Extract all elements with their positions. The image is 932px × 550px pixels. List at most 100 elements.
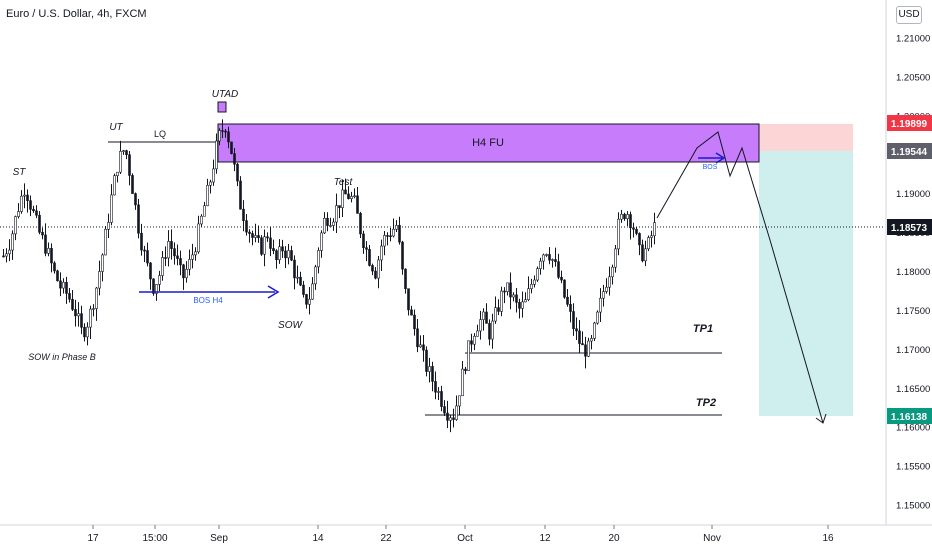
candle-body bbox=[464, 368, 467, 371]
target-tag-text: 1.16138 bbox=[891, 412, 928, 423]
target-tag bbox=[887, 408, 932, 424]
candle-body bbox=[590, 338, 593, 342]
time-tick-label: Oct bbox=[457, 533, 473, 544]
candle-body bbox=[539, 260, 542, 269]
candle-body bbox=[290, 250, 293, 261]
candle-body bbox=[650, 235, 653, 238]
bos-label: BOS bbox=[703, 164, 718, 171]
candle-body bbox=[641, 244, 644, 262]
bos-h4-arrowhead bbox=[267, 285, 280, 299]
candle-body bbox=[83, 326, 86, 338]
candle-body bbox=[311, 283, 314, 300]
time-tick-label: 14 bbox=[312, 533, 324, 544]
candle-body bbox=[140, 232, 143, 251]
candle-body bbox=[428, 366, 431, 372]
candle-body bbox=[131, 175, 134, 194]
candle-body bbox=[68, 293, 71, 300]
candle-body bbox=[443, 406, 446, 414]
candle-body bbox=[119, 151, 122, 173]
candle-body bbox=[179, 258, 182, 266]
candle-body bbox=[440, 391, 443, 407]
candle-body bbox=[74, 309, 77, 317]
candle-body bbox=[134, 193, 137, 206]
candle-body bbox=[296, 276, 299, 279]
candle-body bbox=[611, 266, 614, 278]
price-tick-label: 1.16500 bbox=[896, 384, 930, 395]
stop-tag bbox=[887, 115, 932, 131]
candle-body bbox=[80, 313, 83, 328]
candle-body bbox=[218, 130, 221, 142]
candle-body bbox=[380, 245, 383, 261]
candle-body bbox=[347, 193, 350, 199]
candle-body bbox=[191, 254, 194, 260]
candle-body bbox=[623, 213, 626, 219]
candle-body bbox=[569, 304, 572, 312]
candle-body bbox=[41, 231, 44, 236]
candle-body bbox=[653, 222, 656, 237]
price-tick-label: 1.19000 bbox=[896, 189, 930, 200]
candle-body bbox=[92, 308, 95, 310]
candle-body bbox=[635, 228, 638, 234]
candle-body bbox=[458, 395, 461, 407]
candle-body bbox=[278, 246, 281, 261]
candle-body bbox=[35, 210, 38, 216]
candle-body bbox=[473, 335, 476, 345]
candle-body bbox=[419, 344, 422, 348]
candle-body bbox=[416, 328, 419, 348]
tp1-label: TP1 bbox=[693, 323, 713, 335]
currency-button[interactable]: USD bbox=[896, 6, 922, 24]
candle-body bbox=[224, 130, 227, 133]
candle-body bbox=[110, 194, 113, 223]
candle-body bbox=[566, 296, 569, 305]
candle-body bbox=[335, 205, 338, 223]
candle-body bbox=[29, 200, 32, 210]
candle-body bbox=[89, 308, 92, 328]
candle-body bbox=[455, 405, 458, 420]
candle-body bbox=[287, 250, 290, 259]
candle-body bbox=[332, 221, 335, 226]
candle-body bbox=[320, 232, 323, 251]
candle-body bbox=[305, 294, 308, 305]
entry-tag-text: 1.19544 bbox=[891, 147, 928, 158]
candle-body bbox=[62, 281, 65, 289]
candle-body bbox=[20, 195, 23, 212]
candle-body bbox=[329, 225, 332, 227]
time-tick-label: Sep bbox=[210, 533, 228, 544]
candle-body bbox=[617, 218, 620, 250]
candle-body bbox=[434, 381, 437, 393]
time-axis-ticks: 17 15:00 Sep 14 22 Oct 12 20 Nov 16 bbox=[87, 525, 834, 544]
projected-path bbox=[656, 131, 824, 424]
candle-body bbox=[281, 246, 284, 252]
candle-body bbox=[365, 247, 368, 250]
candle-body bbox=[371, 265, 374, 272]
candle-body bbox=[515, 294, 518, 303]
candle-body bbox=[626, 214, 629, 219]
candle-body bbox=[158, 275, 161, 285]
candle-body bbox=[344, 189, 347, 195]
candle-body bbox=[527, 288, 530, 300]
candle-body bbox=[614, 248, 617, 268]
candle-body bbox=[470, 340, 473, 345]
candle-body bbox=[491, 320, 494, 340]
price-tick-label: 1.21000 bbox=[896, 34, 930, 45]
candle-body bbox=[506, 282, 509, 292]
take-profit-zone bbox=[759, 151, 853, 416]
price-axis-ticks: 1.21000 1.20500 1.20000 1.19500 1.19000 1.185… bbox=[896, 34, 930, 512]
candle-body bbox=[197, 223, 200, 253]
candle-body bbox=[2, 255, 5, 258]
time-tick-label: 22 bbox=[380, 533, 392, 544]
price-tick-label: 1.18500 bbox=[896, 228, 930, 239]
candle-body bbox=[266, 236, 269, 239]
candle-body bbox=[260, 237, 263, 255]
candle-body bbox=[242, 208, 245, 221]
candles-group bbox=[2, 119, 656, 433]
stop-tag-text: 1.19899 bbox=[891, 119, 928, 130]
candle-body bbox=[275, 250, 278, 261]
candle-body bbox=[389, 235, 392, 237]
candle-body bbox=[425, 349, 428, 372]
candle-body bbox=[497, 307, 500, 312]
stop-loss-zone bbox=[759, 124, 853, 151]
candle-body bbox=[605, 286, 608, 292]
